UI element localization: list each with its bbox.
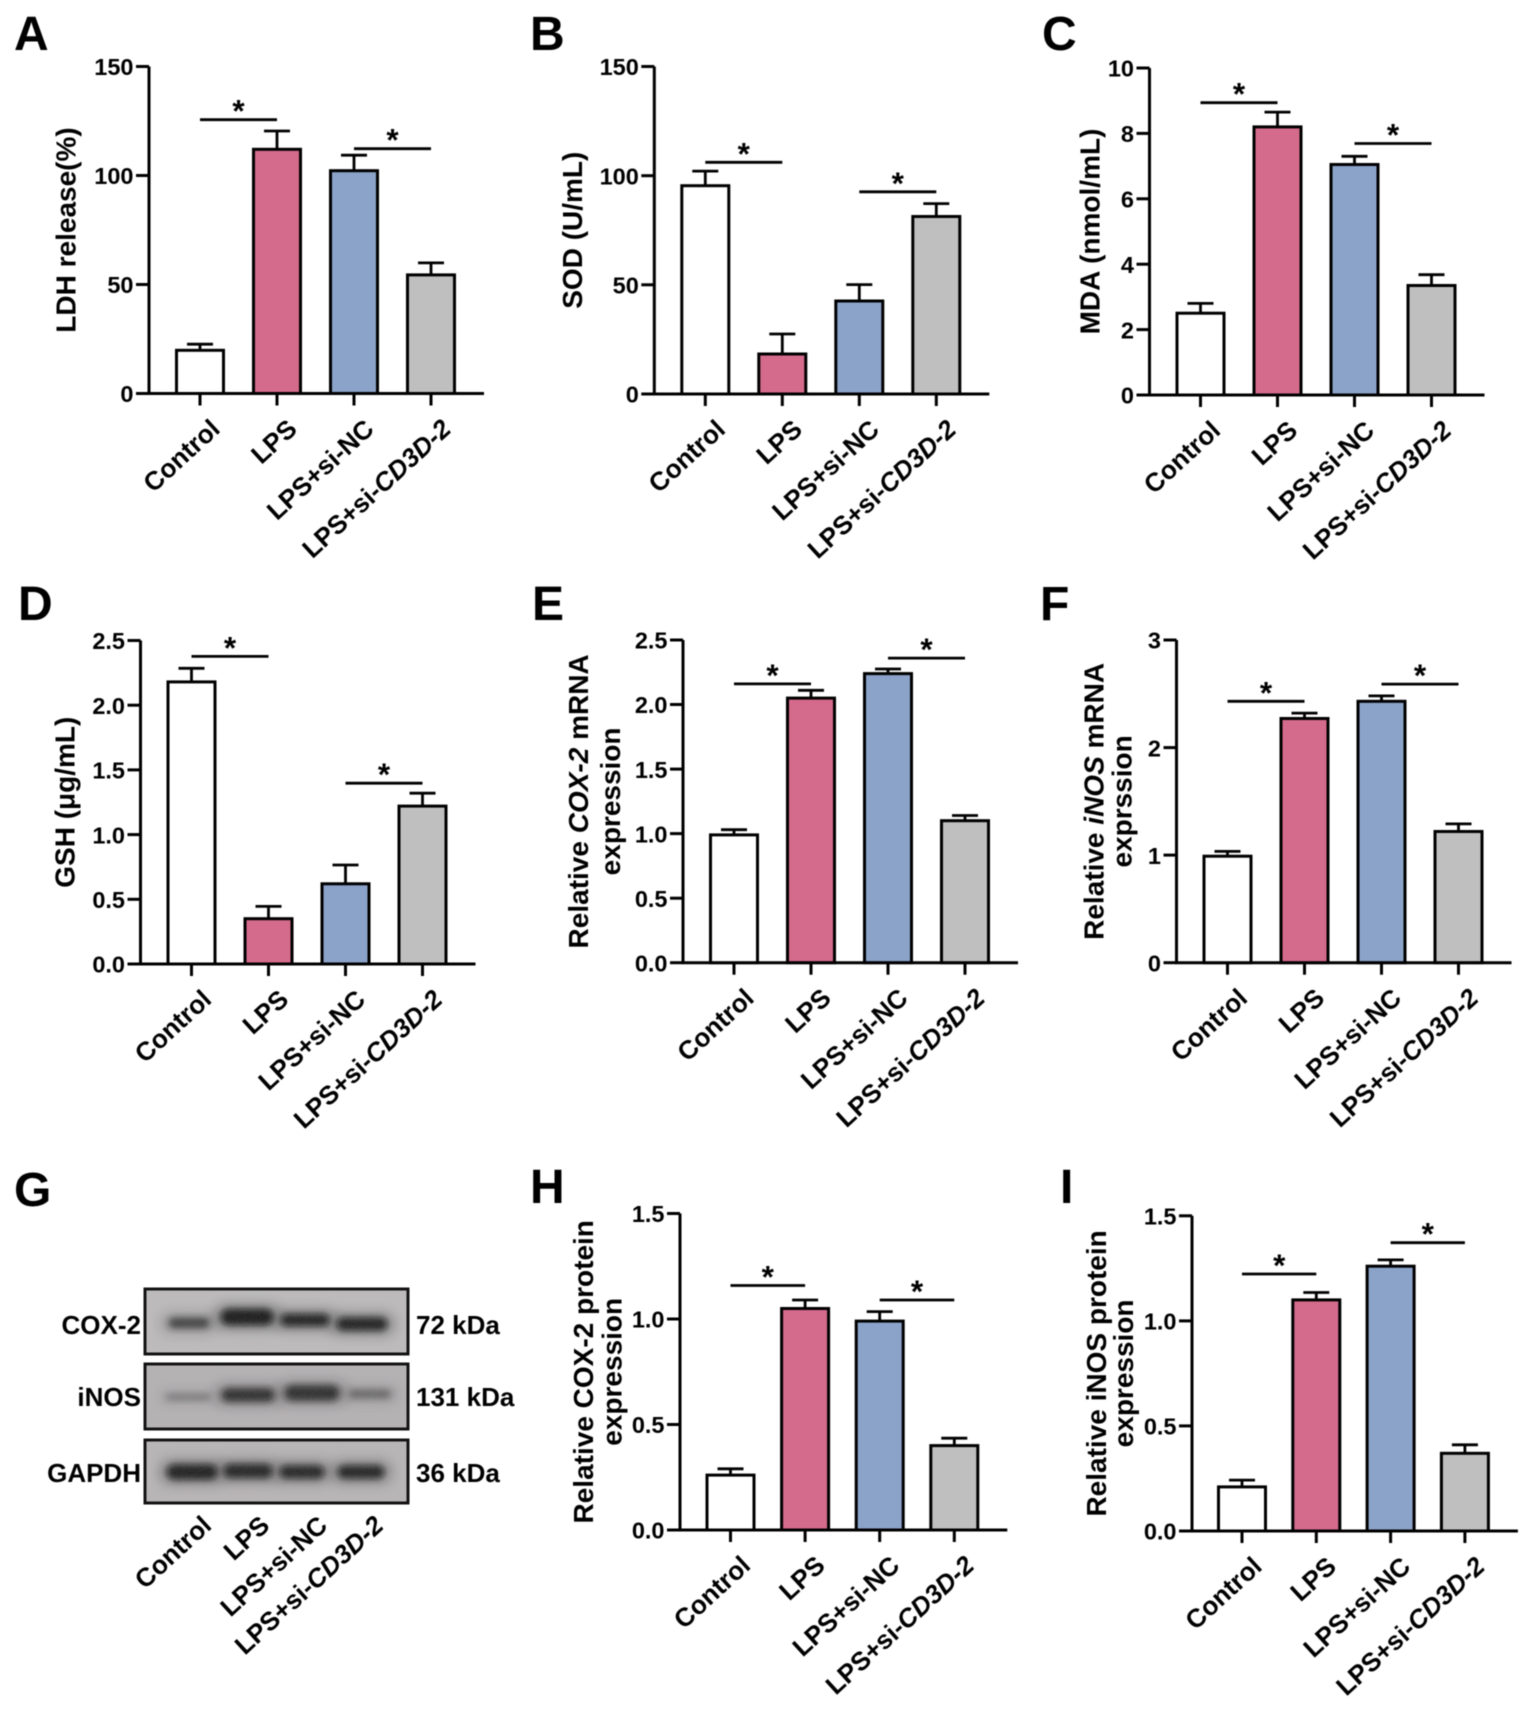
svg-text:1.5: 1.5 [632,1201,665,1227]
svg-text:Relative COX-2 protein: Relative COX-2 protein [568,1220,599,1523]
svg-text:Relative iNOS mRNA: Relative iNOS mRNA [1079,663,1110,940]
svg-text:exprssion: exprssion [1107,735,1138,867]
svg-text:2: 2 [1148,735,1161,761]
svg-text:expression: expression [597,1298,628,1446]
svg-text:0: 0 [1148,950,1161,976]
svg-text:Relative iNOS protein: Relative iNOS protein [1081,1230,1112,1516]
svg-text:*: * [766,657,779,693]
svg-text:Relative COX-2 mRNA: Relative COX-2 mRNA [563,654,594,948]
svg-text:1.0: 1.0 [632,1307,665,1333]
svg-text:8: 8 [1121,121,1134,147]
svg-text:0.5: 0.5 [1144,1414,1177,1440]
svg-text:A: A [14,8,49,61]
svg-text:*: * [1260,674,1273,710]
svg-text:expression: expression [595,727,626,875]
svg-text:0.5: 0.5 [632,1412,665,1438]
svg-text:H: H [530,1161,565,1214]
svg-text:2.5: 2.5 [92,628,125,654]
svg-text:*: * [892,165,905,201]
svg-text:G: G [14,1164,51,1217]
svg-text:2.0: 2.0 [92,693,125,719]
svg-text:*: * [911,1273,924,1309]
svg-text:*: * [1387,117,1400,153]
svg-text:*: * [378,756,391,792]
svg-text:SOD (U/mL): SOD (U/mL) [557,152,588,309]
svg-text:100: 100 [94,163,133,189]
svg-text:100: 100 [600,163,639,189]
svg-text:6: 6 [1121,187,1134,213]
svg-text:50: 50 [107,272,133,298]
svg-text:B: B [530,8,565,61]
svg-text:*: * [386,122,399,158]
svg-text:0: 0 [626,382,639,408]
svg-text:*: * [232,93,245,129]
svg-text:1.5: 1.5 [92,758,125,784]
svg-text:1.0: 1.0 [635,821,668,847]
svg-text:0.5: 0.5 [92,887,125,913]
svg-text:COX-2: COX-2 [62,1310,141,1340]
svg-text:0.5: 0.5 [635,886,668,912]
svg-text:*: * [1233,76,1246,112]
svg-text:1: 1 [1148,843,1161,869]
svg-text:*: * [224,629,237,665]
svg-text:150: 150 [94,54,133,80]
svg-text:2.0: 2.0 [635,692,668,718]
svg-text:*: * [1422,1216,1435,1252]
svg-text:1.5: 1.5 [635,757,668,783]
svg-text:2: 2 [1121,317,1134,343]
svg-text:*: * [762,1259,775,1295]
svg-text:1.0: 1.0 [1144,1309,1177,1335]
svg-text:0.0: 0.0 [632,1518,665,1544]
svg-text:LDH release(%): LDH release(%) [51,127,82,332]
svg-text:1.5: 1.5 [1144,1204,1177,1230]
svg-text:F: F [1040,578,1069,631]
svg-text:expression: expression [1108,1299,1139,1447]
svg-text:72 kDa: 72 kDa [416,1310,500,1340]
svg-text:iNOS: iNOS [77,1382,141,1412]
svg-text:MDA (nmol/mL): MDA (nmol/mL) [1075,129,1106,335]
svg-text:*: * [1273,1247,1286,1283]
svg-text:0.0: 0.0 [92,952,125,978]
svg-text:3: 3 [1148,628,1161,654]
svg-text:1.0: 1.0 [92,822,125,848]
svg-text:4: 4 [1121,252,1134,278]
svg-text:*: * [1414,657,1427,693]
svg-text:2.5: 2.5 [635,628,668,654]
svg-text:C: C [1042,8,1077,61]
svg-text:I: I [1060,1161,1073,1214]
svg-text:10: 10 [1108,56,1134,82]
svg-text:0: 0 [1121,383,1134,409]
svg-text:D: D [18,578,53,631]
svg-text:GSH (μg/mL): GSH (μg/mL) [50,717,81,888]
svg-text:*: * [738,135,751,171]
svg-text:131 kDa: 131 kDa [416,1382,515,1412]
svg-text:0.0: 0.0 [1144,1519,1177,1545]
svg-text:*: * [920,631,933,667]
svg-text:GAPDH: GAPDH [47,1458,141,1488]
svg-text:50: 50 [613,273,639,299]
svg-text:E: E [532,578,564,631]
svg-text:0.0: 0.0 [635,950,668,976]
svg-text:0: 0 [120,381,133,407]
svg-text:150: 150 [600,54,639,80]
svg-text:36 kDa: 36 kDa [416,1458,500,1488]
